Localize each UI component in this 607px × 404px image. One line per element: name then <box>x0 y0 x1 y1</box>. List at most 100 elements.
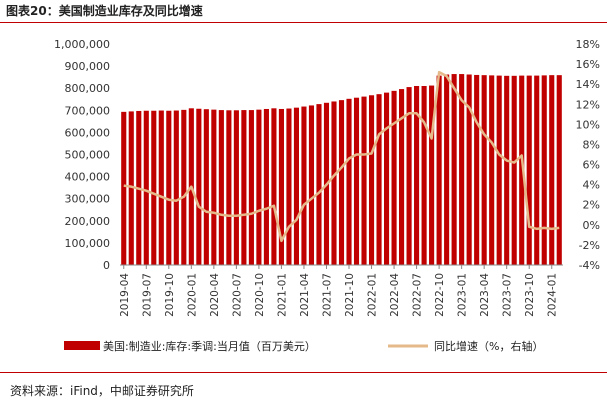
inventory-bar <box>241 110 247 265</box>
x-tick-label: 2023-10 <box>524 273 536 317</box>
inventory-bar <box>353 97 360 265</box>
inventory-bar <box>444 74 450 265</box>
left-tick-label: 300,000 <box>65 193 111 206</box>
right-tick-label: 8% <box>583 138 600 151</box>
yoy-growth-line <box>123 70 560 243</box>
inventory-bar <box>196 108 202 265</box>
inventory-bar <box>466 74 472 265</box>
inventory-bar <box>549 75 555 265</box>
inventory-bar <box>496 75 502 265</box>
inventory-bar <box>429 85 435 265</box>
inventory-bar <box>338 100 345 265</box>
inventory-bar <box>474 74 480 265</box>
x-tick-label: 2020-04 <box>209 273 221 317</box>
right-axis-ticks: -4% -2% 0% 2% 4% 6% 8% 10% 12% 14% 16% 18% <box>576 38 600 272</box>
right-tick-label: 18% <box>576 38 600 51</box>
x-tick-label: 2019-07 <box>141 273 153 317</box>
x-tick-label: 2021-04 <box>299 273 311 317</box>
right-tick-label: 0% <box>583 219 600 232</box>
x-axis-ticks: 2019-04 2019-07 2019-10 2020-01 2020-04 2020-… <box>119 265 559 317</box>
bottom-rule <box>0 372 607 373</box>
x-tick-label: 2022-07 <box>412 273 424 317</box>
x-tick-label: 2021-01 <box>276 273 288 317</box>
inventory-bar <box>158 110 164 266</box>
inventory-bar <box>173 110 179 266</box>
legend-bar-label: 美国:制造业:库存:季调:当月值（百万美元） <box>103 339 316 353</box>
inventory-bar <box>368 95 375 266</box>
inventory-bar <box>391 90 397 265</box>
inventory-bar <box>534 75 540 265</box>
x-tick-label: 2019-04 <box>119 273 131 317</box>
inventory-bar <box>399 89 405 265</box>
right-tick-label: 14% <box>576 78 600 91</box>
legend: 美国:制造业:库存:季调:当月值（百万美元） 同比增速（%，右轴） <box>64 339 543 353</box>
source-note: 资料来源：iFind，中邮证券研究所 <box>10 384 194 398</box>
x-tick-label: 2022-10 <box>434 273 446 317</box>
inventory-bar <box>143 110 149 266</box>
inventory-bar <box>233 110 239 265</box>
inventory-bar <box>481 75 487 265</box>
figure-title: 图表20：美国制造业库存及同比增速 <box>6 4 203 18</box>
left-tick-label: 800,000 <box>65 82 111 95</box>
inventory-bar <box>286 108 292 265</box>
top-rule <box>0 22 607 23</box>
inventory-bar <box>526 75 532 265</box>
chart: 0 100,000 200,000 300,000 400,000 500,000 600,… <box>54 38 600 353</box>
x-tick-label: 2022-04 <box>389 273 401 317</box>
x-tick-label: 2019-10 <box>164 273 176 317</box>
inventory-bars <box>121 74 562 266</box>
left-tick-label: 500,000 <box>65 149 111 162</box>
inventory-bar <box>384 92 390 266</box>
inventory-bar <box>489 75 495 265</box>
inventory-bar <box>421 85 427 266</box>
inventory-bar <box>451 74 457 265</box>
inventory-bar <box>203 109 209 265</box>
x-tick-label: 2020-01 <box>186 273 198 317</box>
inventory-bar <box>436 75 442 265</box>
x-tick-label: 2023-04 <box>479 273 491 317</box>
inventory-bar <box>376 94 382 265</box>
left-axis-ticks: 0 100,000 200,000 300,000 400,000 500,000 600,… <box>54 38 110 272</box>
inventory-bar <box>211 109 217 265</box>
inventory-bar <box>519 75 525 265</box>
x-tick-label: 2020-07 <box>231 273 243 317</box>
inventory-bar <box>248 110 254 265</box>
left-tick-label: 100,000 <box>65 237 111 250</box>
inventory-bar <box>226 110 232 265</box>
inventory-bar <box>128 111 134 265</box>
inventory-bar <box>256 109 262 265</box>
inventory-bar <box>406 87 412 265</box>
left-tick-label: 700,000 <box>65 104 111 117</box>
inventory-bar <box>346 98 352 265</box>
inventory-bar <box>121 111 127 265</box>
x-tick-label: 2022-01 <box>367 273 379 317</box>
left-tick-label: 600,000 <box>65 126 111 139</box>
inventory-bar <box>181 109 187 265</box>
right-tick-label: 10% <box>576 118 600 131</box>
right-tick-label: 2% <box>583 199 600 212</box>
right-tick-label: -2% <box>579 239 600 252</box>
left-tick-label: 400,000 <box>65 171 111 184</box>
x-tick-label: 2023-01 <box>457 273 469 317</box>
inventory-bar <box>511 75 517 265</box>
x-tick-label: 2024-01 <box>547 273 559 317</box>
inventory-bar <box>316 104 322 265</box>
legend-line-label: 同比增速（%，右轴） <box>434 339 543 353</box>
legend-bar-swatch <box>64 341 100 350</box>
x-tick-label: 2021-07 <box>321 273 333 317</box>
x-tick-label: 2020-10 <box>254 273 266 317</box>
inventory-bar <box>504 75 510 265</box>
inventory-bar <box>293 107 300 266</box>
right-tick-label: -4% <box>579 259 600 272</box>
right-tick-label: 4% <box>583 179 600 192</box>
inventory-bar <box>331 101 337 266</box>
inventory-bar <box>361 96 367 265</box>
left-tick-label: 0 <box>103 259 110 272</box>
inventory-bar <box>263 108 269 265</box>
left-tick-label: 200,000 <box>65 215 111 228</box>
inventory-bar <box>459 74 465 265</box>
right-tick-label: 16% <box>576 58 600 71</box>
inventory-bar <box>308 105 315 265</box>
inventory-bar <box>271 108 277 265</box>
inventory-bar <box>278 108 284 265</box>
